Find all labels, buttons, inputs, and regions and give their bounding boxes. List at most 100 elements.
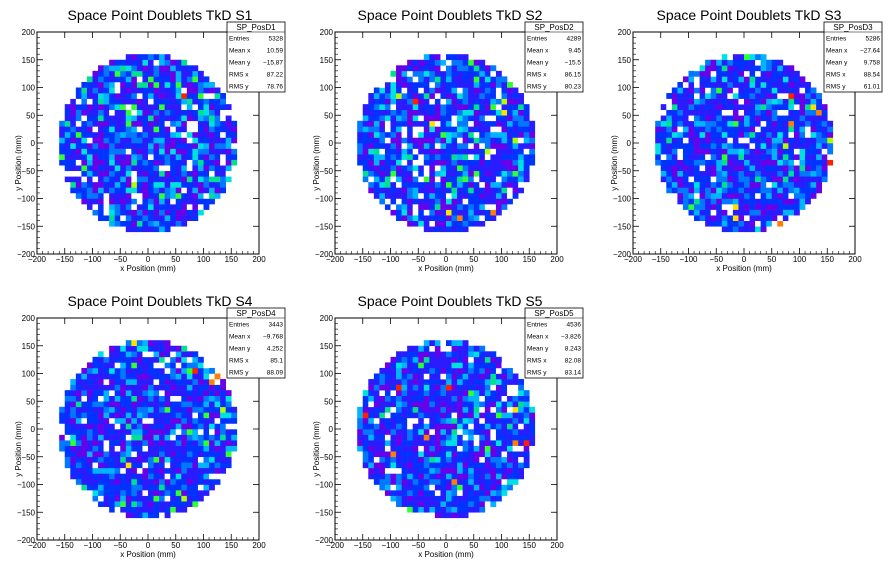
heatmap-bin — [390, 440, 397, 446]
heatmap-bin — [401, 462, 408, 469]
heatmap-bin — [401, 384, 408, 391]
heatmap-bin — [495, 137, 502, 144]
heatmap-bin — [705, 65, 711, 72]
heatmap-bin — [142, 512, 149, 519]
heatmap-bin — [368, 120, 375, 127]
heatmap-bin — [484, 373, 491, 380]
heatmap-bin — [484, 209, 491, 216]
heatmap-bin — [136, 59, 143, 66]
heatmap-bin — [760, 120, 767, 127]
heatmap-bin — [705, 209, 711, 216]
heatmap-bin — [148, 484, 154, 491]
heatmap-bin — [131, 159, 138, 166]
heatmap-bin — [440, 434, 447, 441]
heatmap-bin — [120, 445, 127, 452]
heatmap-bin — [716, 59, 723, 66]
heatmap-bin — [462, 340, 469, 347]
heatmap-bin — [81, 367, 88, 374]
heatmap-bin — [429, 390, 436, 396]
heatmap-bin — [446, 456, 452, 463]
heatmap-bin — [462, 131, 469, 138]
heatmap-bin — [186, 478, 193, 485]
heatmap-bin — [153, 451, 160, 458]
heatmap-bin — [457, 98, 463, 105]
heatmap-bin — [170, 81, 177, 88]
heatmap-bin — [484, 176, 491, 183]
heatmap-bin — [699, 209, 706, 216]
heatmap-bin — [799, 131, 806, 138]
heatmap-bin — [810, 170, 817, 177]
heatmap-bin — [159, 501, 165, 507]
heatmap-bin — [120, 490, 127, 496]
heatmap-bin — [379, 434, 386, 441]
heatmap-bin — [446, 198, 452, 205]
heatmap-bin — [677, 154, 684, 160]
heatmap-bin — [446, 109, 452, 116]
heatmap-bin — [512, 137, 519, 144]
heatmap-bin — [694, 98, 700, 105]
heatmap-bin — [688, 154, 695, 160]
heatmap-bin — [462, 506, 469, 513]
heatmap-bin — [214, 462, 221, 469]
heatmap-bin — [484, 181, 491, 188]
heatmap-bin — [170, 390, 177, 396]
heatmap-bin — [368, 440, 375, 446]
heatmap-bin — [468, 467, 475, 474]
heatmap-bin — [164, 401, 171, 408]
heatmap-bin — [220, 401, 226, 408]
heatmap-bin — [368, 159, 375, 166]
heatmap-bin — [721, 165, 728, 172]
heatmap-bin — [777, 198, 784, 205]
heatmap-bin — [744, 76, 750, 83]
heatmap-bin — [423, 373, 430, 380]
heatmap-bin — [782, 192, 789, 199]
heatmap-bin — [142, 484, 149, 491]
heatmap-bin — [451, 170, 458, 177]
heatmap-bin — [59, 423, 66, 430]
heatmap-bin — [131, 215, 138, 221]
heatmap-bin — [434, 176, 441, 183]
heatmap-bin — [225, 451, 232, 458]
stats-value: 5328 — [269, 36, 284, 43]
heatmap-bin — [396, 137, 402, 144]
y-tick-label: −200 — [315, 536, 334, 545]
heatmap-bin — [507, 406, 513, 413]
heatmap-bin — [484, 192, 491, 199]
heatmap-bin — [109, 220, 115, 227]
heatmap-bin — [490, 137, 497, 144]
heatmap-bin — [518, 451, 524, 458]
heatmap-bin — [203, 384, 210, 391]
heatmap-bin — [164, 143, 171, 149]
heatmap-bin — [390, 109, 397, 116]
heatmap-bin — [412, 356, 419, 363]
heatmap-bin — [131, 490, 138, 496]
heatmap-bin — [407, 154, 413, 160]
heatmap-bin — [705, 143, 711, 149]
heatmap-bin — [197, 451, 204, 458]
heatmap-bin — [396, 159, 402, 166]
heatmap-bin — [688, 170, 695, 177]
heatmap-bin — [209, 412, 215, 419]
heatmap-bin — [446, 462, 452, 469]
heatmap-bin — [214, 165, 221, 172]
heatmap-bin — [788, 143, 795, 149]
heatmap-bin — [666, 181, 673, 188]
heatmap-bin — [164, 512, 171, 519]
heatmap-bin — [451, 501, 458, 507]
heatmap-bin — [418, 478, 425, 485]
heatmap-bin — [92, 429, 99, 435]
heatmap-bin — [153, 170, 160, 177]
heatmap-bin — [793, 76, 800, 83]
heatmap-bin — [440, 176, 447, 183]
heatmap-bin — [507, 367, 513, 374]
heatmap-bin — [159, 209, 165, 216]
heatmap-bin — [209, 159, 215, 166]
heatmap-bin — [203, 445, 210, 452]
heatmap-bin — [462, 198, 469, 205]
heatmap-bin — [220, 165, 226, 172]
heatmap-bin — [86, 379, 93, 385]
heatmap-bin — [440, 126, 447, 133]
heatmap-bin — [429, 490, 436, 496]
heatmap-bin — [462, 54, 469, 61]
heatmap-bin — [760, 226, 767, 233]
